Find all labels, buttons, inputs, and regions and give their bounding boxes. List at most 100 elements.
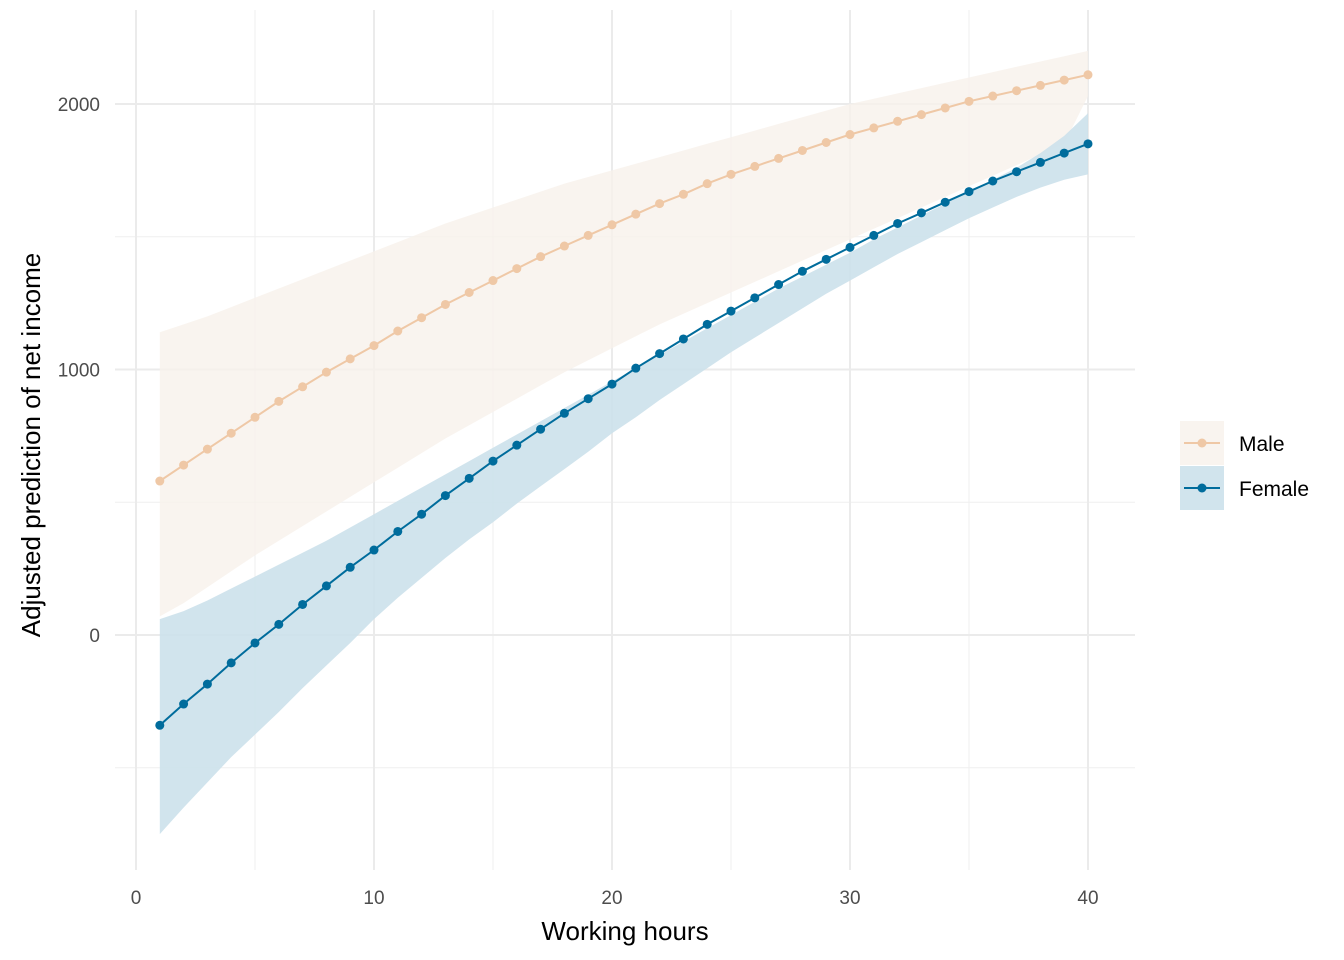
female-data-point	[964, 187, 974, 197]
male-data-point	[440, 299, 450, 309]
x-axis-ticks: 0 10 20 30 40	[131, 888, 1099, 909]
male-data-point	[250, 412, 260, 422]
female-data-point	[202, 679, 212, 689]
female-data-point	[559, 408, 569, 418]
x-tick-label: 10	[363, 888, 384, 909]
male-data-point	[702, 179, 712, 189]
male-data-point	[1059, 75, 1069, 85]
female-data-point	[655, 349, 665, 359]
female-data-point	[631, 363, 641, 373]
male-data-point	[821, 137, 831, 147]
x-tick-label: 40	[1077, 888, 1098, 909]
male-data-point	[298, 382, 308, 392]
female-data-point	[536, 424, 546, 434]
male-data-point	[916, 110, 926, 120]
y-tick-label: 0	[89, 626, 100, 647]
y-axis-ticks: 0 1000 2000	[58, 95, 100, 647]
female-data-point	[940, 197, 950, 207]
male-data-point	[226, 428, 236, 438]
male-data-point	[893, 116, 903, 126]
female-data-point	[750, 293, 760, 303]
female-data-point	[393, 526, 403, 536]
female-data-point	[369, 545, 379, 555]
female-data-point	[345, 562, 355, 572]
male-data-point	[536, 252, 546, 262]
female-confidence-band	[159, 113, 1089, 835]
x-tick-label: 20	[601, 888, 622, 909]
female-data-point	[464, 473, 474, 483]
female-data-point	[821, 254, 831, 264]
male-data-point	[559, 241, 569, 251]
male-data-point	[345, 354, 355, 364]
female-data-point	[1012, 167, 1022, 177]
female-series-line	[159, 142, 1089, 727]
female-data-point	[869, 230, 879, 240]
male-data-point	[1012, 86, 1022, 96]
female-data-point	[417, 509, 427, 519]
male-data-point	[869, 123, 879, 133]
male-data-point	[607, 220, 617, 230]
male-data-point	[583, 230, 593, 240]
female-data-point	[488, 456, 498, 466]
male-data-point	[488, 276, 498, 286]
confidence-bands	[159, 50, 1089, 835]
male-data-point	[321, 367, 331, 377]
female-data-point	[179, 699, 189, 709]
female-data-point	[512, 440, 522, 450]
legend-label-female: Female	[1239, 478, 1309, 501]
female-data-point	[726, 306, 736, 316]
female-data-point	[845, 242, 855, 252]
male-data-point	[988, 91, 998, 101]
female-data-point	[678, 334, 688, 344]
legend-label-male: Male	[1239, 433, 1285, 456]
y-tick-label: 2000	[58, 95, 100, 116]
x-axis-title: Working hours	[541, 916, 708, 946]
male-data-point	[655, 199, 665, 209]
male-data-point	[726, 169, 736, 179]
male-confidence-band	[159, 50, 1089, 617]
male-data-point	[797, 145, 807, 155]
male-data-point	[750, 161, 760, 171]
female-data-point	[988, 176, 998, 186]
y-tick-label: 1000	[58, 361, 100, 382]
female-data-point	[607, 379, 617, 389]
female-data-point	[774, 280, 784, 290]
female-data-point	[226, 658, 236, 668]
male-data-point	[417, 313, 427, 323]
legend-key-female-point	[1197, 483, 1207, 493]
male-data-point	[202, 444, 212, 454]
female-data-point	[274, 619, 284, 629]
male-data-point	[393, 326, 403, 336]
male-data-point	[274, 396, 284, 406]
x-tick-label: 30	[839, 888, 860, 909]
female-data-point	[1035, 157, 1045, 167]
male-data-point	[964, 96, 974, 106]
female-data-point	[298, 599, 308, 609]
female-data-point	[916, 208, 926, 218]
female-data-point	[893, 218, 903, 228]
series-lines	[159, 73, 1089, 727]
series-points	[155, 70, 1093, 730]
female-data-point	[321, 581, 331, 591]
male-data-point	[155, 476, 165, 486]
male-data-point	[631, 209, 641, 219]
female-data-point	[1059, 148, 1069, 158]
female-data-point	[440, 491, 450, 501]
male-data-point	[1035, 80, 1045, 90]
male-data-point	[512, 264, 522, 274]
legend-key-male-point	[1197, 438, 1207, 448]
y-axis-title: Adjusted prediction of net income	[16, 253, 46, 637]
legend: Male Female	[1180, 421, 1309, 510]
female-data-point	[583, 394, 593, 404]
male-data-point	[179, 460, 189, 470]
male-data-point	[369, 341, 379, 351]
male-data-point	[1083, 70, 1093, 80]
x-tick-label: 0	[131, 888, 142, 909]
female-data-point	[1083, 139, 1093, 149]
female-data-point	[702, 319, 712, 329]
female-data-point	[797, 266, 807, 276]
male-data-point	[845, 130, 855, 140]
female-data-point	[155, 720, 165, 730]
male-series-line	[159, 73, 1089, 482]
